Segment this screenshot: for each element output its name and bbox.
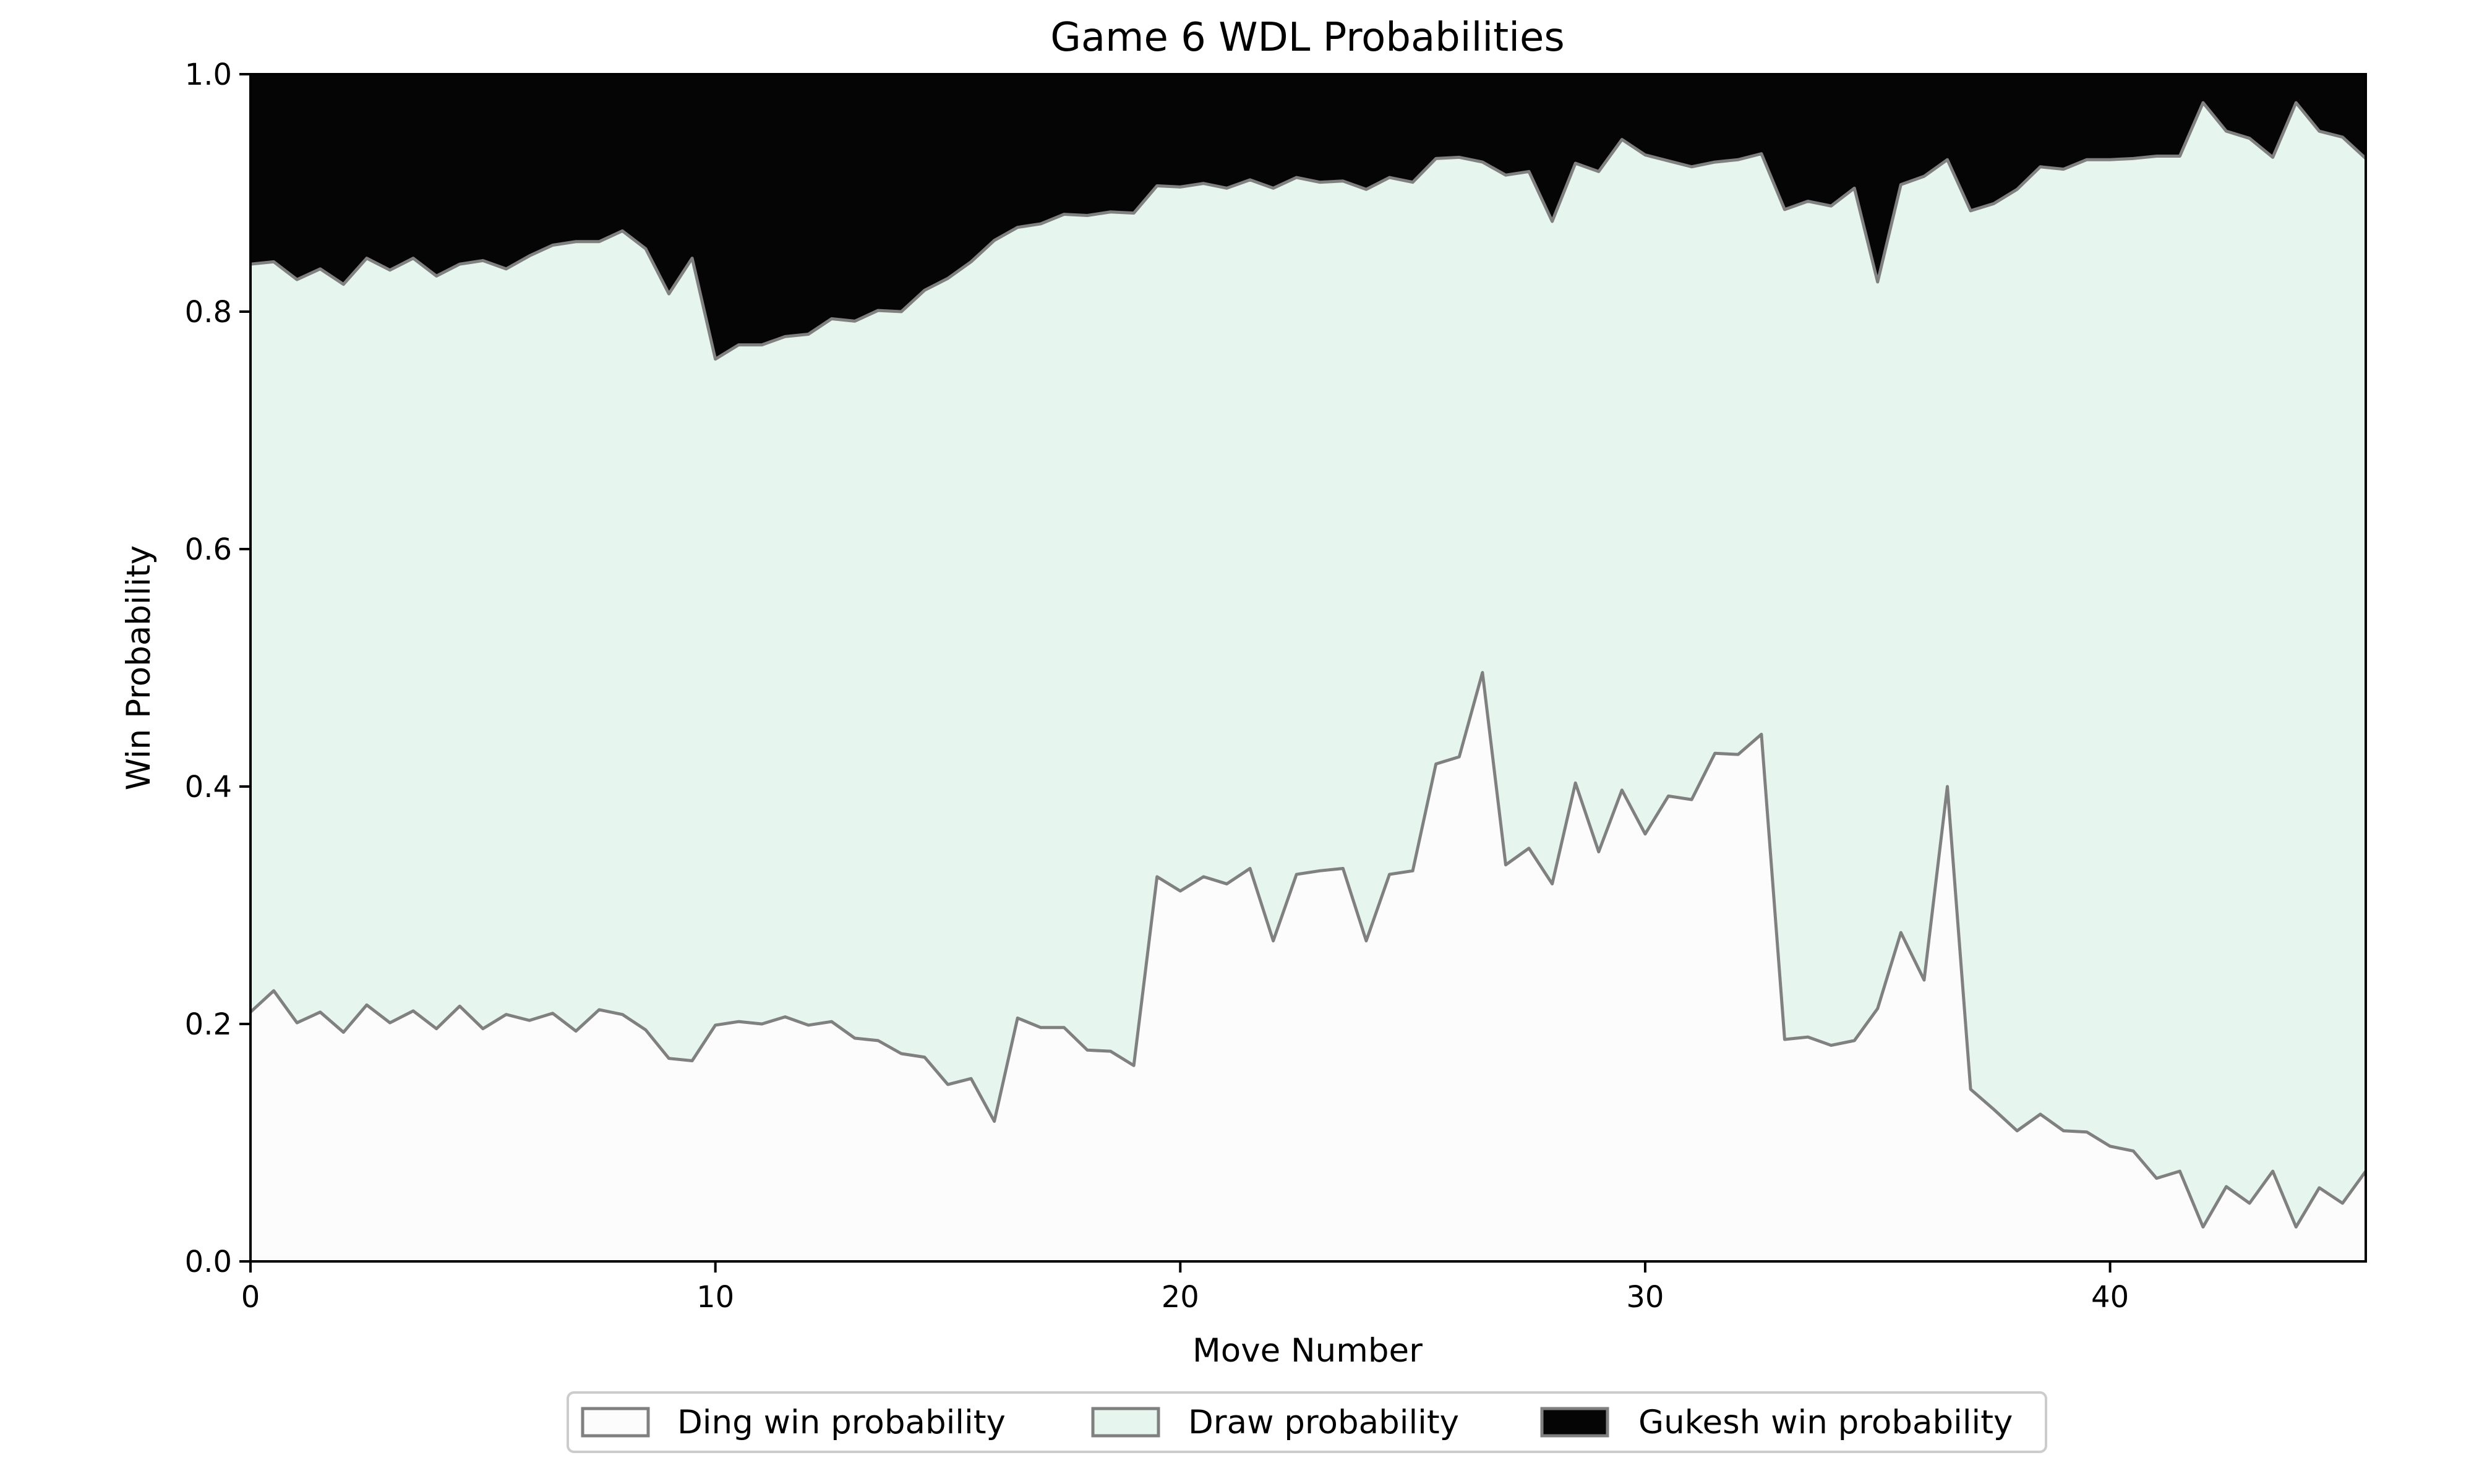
chart-title: Game 6 WDL Probabilities bbox=[1050, 15, 1564, 61]
legend-swatch-gukesh-win-probability bbox=[1540, 1407, 1609, 1438]
y-tick-label: 0.6 bbox=[185, 532, 232, 567]
axes-frame bbox=[249, 73, 2367, 1263]
legend-label-draw-probability: Draw probability bbox=[1188, 1404, 1459, 1441]
legend-swatch-draw-probability bbox=[1091, 1407, 1160, 1438]
legend-box bbox=[567, 1391, 2047, 1453]
boundary-line-draw-probability bbox=[250, 101, 2367, 361]
axes: 0 10 20 30 40 0.0 0.2 0.4 0.6 0.8 1.0 bbox=[185, 58, 2367, 1315]
area-ding-win-probability bbox=[250, 672, 2366, 1261]
y-tick-label: 0.8 bbox=[185, 295, 232, 330]
legend-swatch-ding-win-probability bbox=[581, 1407, 650, 1438]
x-tick-label: 20 bbox=[1162, 1280, 1199, 1315]
x-tick-label: 40 bbox=[2091, 1280, 2129, 1315]
y-tick-label: 0.2 bbox=[185, 1007, 232, 1042]
boundary-line-ding-win-probability bbox=[249, 671, 2368, 1229]
y-tick-label: 0.0 bbox=[185, 1245, 232, 1279]
plot-area bbox=[249, 74, 2368, 1261]
x-axis-label: Move Number bbox=[1192, 1332, 1423, 1370]
legend: Ding win probability Draw probability Guke… bbox=[567, 1391, 2047, 1453]
area-gukesh-win-probability bbox=[250, 74, 2366, 359]
x-tick-label: 30 bbox=[1626, 1280, 1664, 1315]
y-tick-label: 1.0 bbox=[185, 58, 232, 92]
area-draw-probability bbox=[250, 103, 2366, 1227]
y-axis-label: Win Probability bbox=[120, 545, 158, 791]
x-tick-label: 10 bbox=[696, 1280, 734, 1315]
legend-label-ding-win-probability: Ding win probability bbox=[677, 1404, 1006, 1441]
legend-label-gukesh-win-probability: Gukesh win probability bbox=[1638, 1404, 2013, 1441]
x-tick-label: 0 bbox=[241, 1280, 260, 1315]
y-tick-label: 0.4 bbox=[185, 770, 232, 804]
